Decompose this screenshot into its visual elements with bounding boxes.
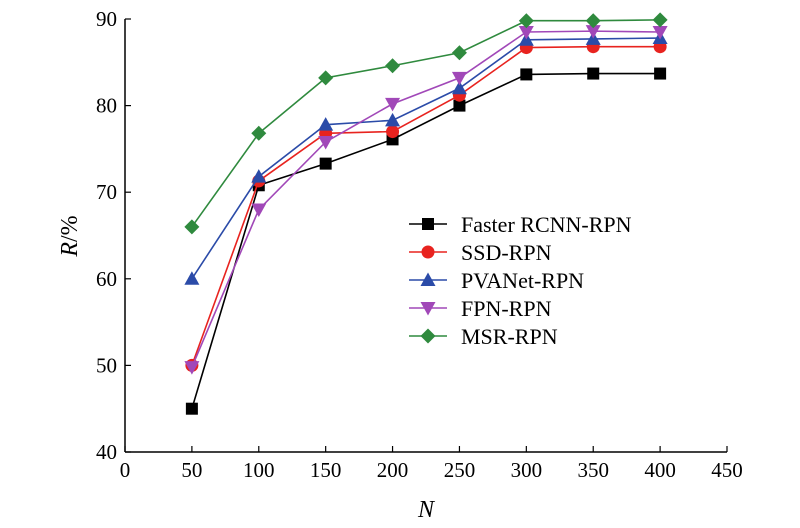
data-point-faster-rcnn-rpn (654, 67, 667, 80)
legend-marker (420, 302, 436, 316)
series-line-fpn-rpn (191, 30, 661, 368)
legend: Faster RCNN-RPN SSD-RPN PVANet-RPN FPN-RPN M… (409, 212, 632, 349)
plot-area (184, 12, 668, 415)
data-point-fpn-rpn (652, 25, 668, 40)
data-point-faster-rcnn-rpn (319, 157, 332, 170)
data-point-msr-rpn (251, 125, 267, 141)
series-line-pvanet-rpn (191, 37, 661, 280)
data-point-faster-rcnn-rpn (587, 67, 600, 80)
legend-item-fpn-rpn: FPN-RPN (409, 296, 552, 321)
legend-marker (422, 218, 434, 230)
data-point-faster-rcnn-rpn (185, 402, 198, 415)
y-tick-label: 60 (96, 267, 117, 291)
x-tick-label: 200 (377, 458, 409, 482)
legend-marker (420, 272, 436, 286)
y-axis-label-var: R (57, 242, 83, 258)
data-point-fpn-rpn (184, 361, 200, 375)
x-tick-label: 150 (310, 458, 342, 482)
data-point-msr-rpn (318, 70, 334, 86)
x-tick-label: 300 (511, 458, 543, 482)
series-fpn-rpn (184, 25, 668, 375)
data-point-pvanet-rpn (251, 169, 267, 183)
data-point-fpn-rpn (585, 25, 601, 39)
data-point-pvanet-rpn (184, 271, 200, 285)
series-line-ssd-rpn (191, 45, 661, 366)
y-tick-label: 90 (96, 7, 117, 31)
series-line-faster-rcnn-rpn (191, 72, 661, 409)
data-point-fpn-rpn (318, 135, 334, 150)
data-point-msr-rpn (184, 219, 200, 235)
legend-label: FPN-RPN (461, 296, 552, 321)
legend-marker (420, 328, 436, 344)
data-point-faster-rcnn-rpn (453, 99, 466, 112)
data-point-msr-rpn (585, 13, 601, 29)
x-tick-label: 250 (444, 458, 476, 482)
legend-item-pvanet-rpn: PVANet-RPN (409, 268, 584, 293)
x-tick-label: 0 (120, 458, 131, 482)
data-point-fpn-rpn (451, 71, 467, 86)
data-point-msr-rpn (652, 12, 668, 28)
data-point-msr-rpn (451, 45, 467, 61)
series-line-msr-rpn (191, 19, 661, 228)
y-tick-label: 50 (96, 353, 117, 377)
x-tick-label: 350 (577, 458, 609, 482)
legend-label: SSD-RPN (461, 240, 552, 265)
series-faster-rcnn-rpn (185, 67, 667, 415)
x-tick-label: 400 (644, 458, 676, 482)
y-axis-label-unit: /% (57, 215, 83, 242)
x-tick-label: 450 (711, 458, 743, 482)
data-point-fpn-rpn (518, 25, 534, 40)
legend-item-ssd-rpn: SSD-RPN (409, 240, 552, 265)
y-axis-label: R/% (57, 215, 83, 257)
data-point-ssd-rpn (386, 125, 400, 139)
legend-item-msr-rpn: MSR-RPN (409, 324, 558, 349)
data-point-fpn-rpn (385, 97, 401, 112)
legend-label: Faster RCNN-RPN (461, 212, 632, 237)
data-point-fpn-rpn (251, 203, 267, 218)
legend-marker (421, 245, 435, 259)
x-axis-label: N (417, 497, 436, 523)
legend-label: PVANet-RPN (461, 268, 584, 293)
data-point-msr-rpn (518, 13, 534, 29)
legend-item-faster-rcnn-rpn: Faster RCNN-RPN (409, 212, 632, 237)
y-tick-label: 70 (96, 180, 117, 204)
series-msr-rpn (184, 12, 668, 235)
legend-label: MSR-RPN (461, 324, 558, 349)
data-point-pvanet-rpn (385, 112, 401, 127)
data-point-pvanet-rpn (451, 80, 467, 95)
data-point-faster-rcnn-rpn (520, 68, 533, 81)
y-tick-label: 80 (96, 94, 117, 118)
x-tick-label: 100 (243, 458, 275, 482)
data-point-msr-rpn (385, 58, 401, 74)
x-tick-label: 50 (181, 458, 202, 482)
y-tick-label: 40 (96, 440, 117, 464)
data-point-pvanet-rpn (318, 117, 334, 131)
axes: 0 50 100 150 200 250 300 350 400 450 40 50 60 70 80 90 (96, 7, 743, 482)
